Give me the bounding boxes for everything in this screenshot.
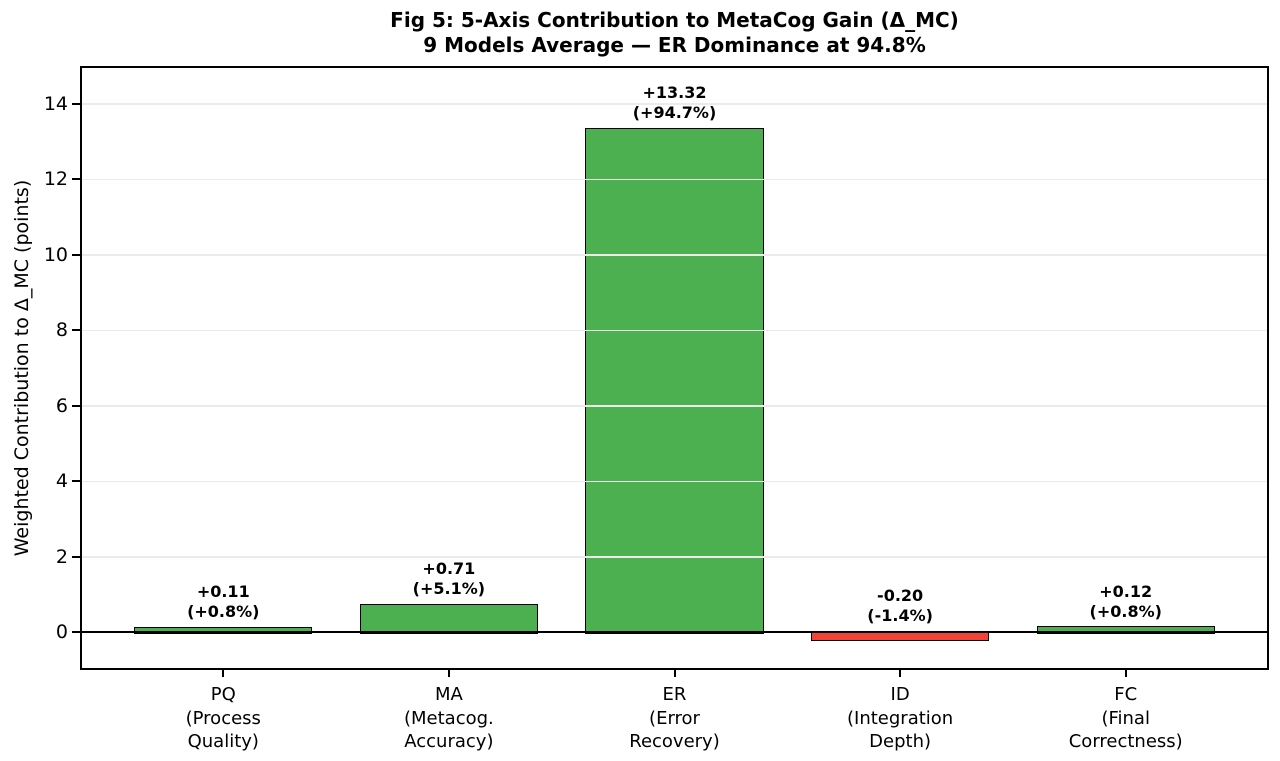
bar-MA xyxy=(359,603,539,634)
gridline-4 xyxy=(80,480,1269,482)
gridline-10 xyxy=(80,254,1269,256)
bar-ER xyxy=(585,127,764,634)
y-axis-label: Weighted Contribution to Δ_MC (points) xyxy=(11,179,33,557)
y-tick-mark-10 xyxy=(72,253,80,256)
gridline-14 xyxy=(80,103,1269,105)
plot-area: +0.11 (+0.8%) +0.71 (+5.1%) +13.32 (+94.7%… xyxy=(80,66,1269,670)
y-tick-mark-14 xyxy=(72,102,80,105)
x-tick-mark-FC xyxy=(1124,670,1127,677)
bar-value-label-FC: +0.12 (+0.8%) xyxy=(1089,581,1162,621)
x-tick-mark-PQ xyxy=(222,670,225,677)
y-tick-mark-8 xyxy=(72,329,80,332)
y-tick-mark-0 xyxy=(72,631,80,634)
y-tick-label-8: 8 xyxy=(55,319,68,342)
y-tick-label-2: 2 xyxy=(55,545,68,568)
gridline-6 xyxy=(80,405,1269,407)
y-tick-mark-4 xyxy=(72,480,80,483)
bar-value-label-PQ: +0.11 (+0.8%) xyxy=(187,582,260,622)
bar-value-label-ID: -0.20 (-1.4%) xyxy=(867,586,933,626)
y-tick-mark-6 xyxy=(72,404,80,407)
x-tick-mark-ER xyxy=(673,670,676,677)
x-tick-mark-ID xyxy=(899,670,902,677)
x-tick-label-ER: ER (Error Recovery) xyxy=(629,684,720,752)
bar-value-label-ER: +13.32 (+94.7%) xyxy=(632,83,717,123)
bar-FC xyxy=(1036,626,1215,634)
chart-title-block: Fig 5: 5-Axis Contribution to MetaCog Ga… xyxy=(80,8,1269,58)
y-tick-label-6: 6 xyxy=(55,394,68,417)
chart-title: Fig 5: 5-Axis Contribution to MetaCog Ga… xyxy=(390,8,959,32)
gridline-2 xyxy=(80,556,1269,558)
x-tick-label-PQ: PQ (Process Quality) xyxy=(185,684,261,752)
x-tick-label-FC: FC (Final Correctness) xyxy=(1068,684,1183,752)
bar-value-label-MA: +0.71 (+5.1%) xyxy=(412,559,486,599)
bar-ID xyxy=(810,630,990,642)
gridline-12 xyxy=(80,178,1269,180)
zero-line xyxy=(80,631,1269,634)
y-tick-label-4: 4 xyxy=(55,470,68,493)
chart-subtitle: 9 Models Average — ER Dominance at 94.8% xyxy=(423,33,926,57)
y-tick-label-14: 14 xyxy=(43,92,68,115)
y-tick-label-12: 12 xyxy=(43,168,68,191)
y-tick-label-0: 0 xyxy=(55,621,68,644)
y-tick-mark-12 xyxy=(72,178,80,181)
x-tick-label-MA: MA (Metacog. Accuracy) xyxy=(403,684,494,752)
gridline-8 xyxy=(80,329,1269,331)
x-tick-label-ID: ID (Integration Depth) xyxy=(847,684,954,752)
x-tick-mark-MA xyxy=(447,670,450,677)
y-tick-label-10: 10 xyxy=(43,243,68,266)
y-tick-mark-2 xyxy=(72,555,80,558)
